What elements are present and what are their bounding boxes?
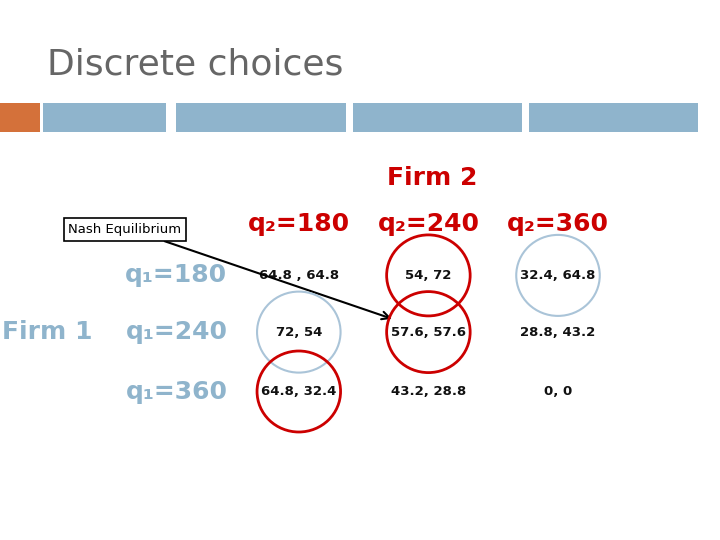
Text: 0, 0: 0, 0	[544, 385, 572, 398]
Text: Nash Equilibrium: Nash Equilibrium	[68, 223, 181, 236]
Text: 57.6, 57.6: 57.6, 57.6	[391, 326, 466, 339]
Text: q₂=360: q₂=360	[507, 212, 609, 236]
Text: q₂=240: q₂=240	[377, 212, 480, 236]
Text: 54, 72: 54, 72	[405, 269, 451, 282]
Bar	[353, 103, 522, 132]
Text: 64.8 , 64.8: 64.8 , 64.8	[258, 269, 339, 282]
Text: q₁=360: q₁=360	[125, 380, 228, 403]
Bar	[176, 103, 346, 132]
Text: Firm 2: Firm 2	[387, 166, 477, 190]
Bar	[0, 103, 40, 132]
Text: Firm 1: Firm 1	[1, 320, 92, 344]
Text: q₁=180: q₁=180	[125, 264, 228, 287]
Text: 43.2, 28.8: 43.2, 28.8	[391, 385, 466, 398]
Text: 72, 54: 72, 54	[276, 326, 322, 339]
Bar	[43, 103, 166, 132]
Text: 28.8, 43.2: 28.8, 43.2	[521, 326, 595, 339]
Text: q₂=180: q₂=180	[248, 212, 350, 236]
Text: q₁=240: q₁=240	[125, 320, 228, 344]
Text: 64.8, 32.4: 64.8, 32.4	[261, 385, 336, 398]
Text: Discrete choices: Discrete choices	[47, 48, 343, 82]
Text: 32.4, 64.8: 32.4, 64.8	[521, 269, 595, 282]
Bar	[529, 103, 698, 132]
